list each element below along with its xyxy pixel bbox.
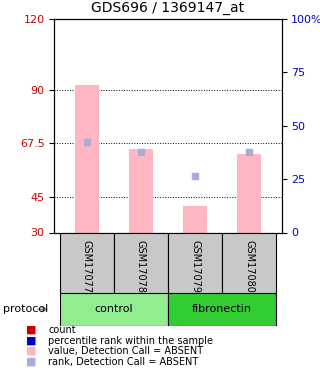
Text: value, Detection Call = ABSENT: value, Detection Call = ABSENT: [48, 346, 203, 356]
Text: percentile rank within the sample: percentile rank within the sample: [48, 336, 213, 345]
Title: GDS696 / 1369147_at: GDS696 / 1369147_at: [92, 1, 244, 15]
Bar: [183, 206, 207, 232]
Text: GSM17078: GSM17078: [136, 240, 146, 293]
Bar: [129, 149, 153, 232]
Text: count: count: [48, 325, 76, 335]
Text: fibronectin: fibronectin: [192, 304, 252, 314]
Bar: [75, 85, 99, 232]
Text: GSM17077: GSM17077: [82, 240, 92, 293]
Bar: [168, 232, 222, 292]
Bar: [237, 154, 261, 232]
Bar: [60, 232, 114, 292]
Text: GSM17079: GSM17079: [190, 240, 200, 293]
Bar: [114, 232, 168, 292]
Bar: [222, 232, 276, 292]
Bar: [60, 292, 168, 326]
Text: control: control: [95, 304, 133, 314]
Text: ■: ■: [26, 325, 36, 335]
Bar: [168, 292, 276, 326]
Text: rank, Detection Call = ABSENT: rank, Detection Call = ABSENT: [48, 357, 198, 366]
Text: ■: ■: [26, 346, 36, 356]
Text: ■: ■: [26, 336, 36, 345]
Text: protocol: protocol: [3, 304, 48, 314]
Text: ■: ■: [26, 357, 36, 366]
Text: GSM17080: GSM17080: [244, 240, 254, 292]
